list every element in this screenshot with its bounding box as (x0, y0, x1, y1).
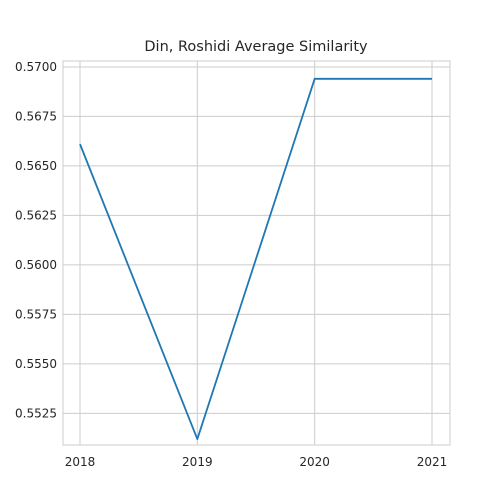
y-tick-label: 0.5650 (15, 159, 57, 173)
x-tick-label: 2021 (417, 455, 448, 469)
y-tick-label: 0.5550 (15, 357, 57, 371)
y-axis-ticks: 0.5525 0.5550 0.5575 0.5600 0.5625 0.5650 0.56… (15, 60, 57, 420)
y-tick-label: 0.5600 (15, 258, 57, 272)
series-line (79, 77, 432, 440)
y-tick-label: 0.5525 (15, 406, 57, 420)
y-tick-label: 0.5575 (15, 307, 57, 321)
y-tick-label: 0.5700 (15, 60, 57, 74)
x-tick-label: 2018 (65, 455, 96, 469)
x-tick-label: 2020 (299, 455, 330, 469)
plot-frame (62, 60, 451, 446)
grid-lines (63, 61, 450, 445)
y-tick-label: 0.5675 (15, 109, 57, 123)
chart-title: Din, Roshidi Average Similarity (144, 39, 368, 55)
x-tick-label: 2019 (182, 455, 213, 469)
x-axis-ticks: 2018 2019 2020 2021 (65, 455, 448, 469)
y-tick-label: 0.5625 (15, 208, 57, 222)
series-lines (79, 77, 433, 440)
